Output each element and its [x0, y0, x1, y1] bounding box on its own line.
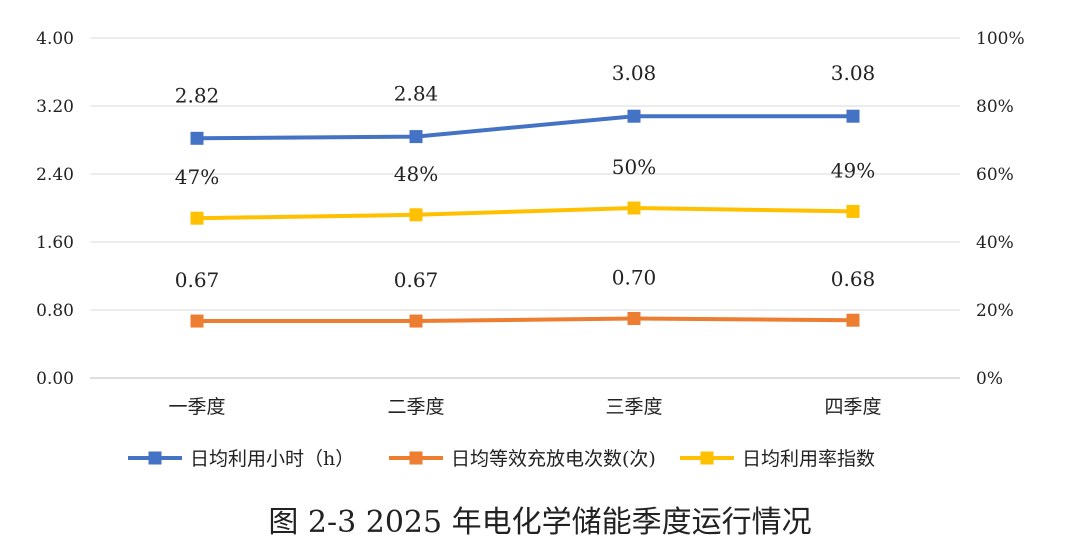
- right-tick-label: 20%: [976, 301, 1014, 321]
- data-label: 0.67: [175, 268, 220, 292]
- data-label: 2.82: [175, 83, 220, 107]
- left-tick-label: 0.00: [36, 369, 74, 389]
- legend-marker: [409, 451, 423, 465]
- legend-label: 日均等效充放电次数(次): [451, 448, 656, 470]
- data-point: [409, 314, 423, 328]
- data-point: [190, 131, 204, 145]
- right-tick-label: 60%: [976, 165, 1014, 185]
- legend-marker: [148, 451, 162, 465]
- data-label: 50%: [612, 155, 656, 179]
- data-point: [627, 201, 641, 215]
- data-point: [846, 313, 860, 327]
- series-line: [196, 206, 854, 221]
- data-point: [190, 211, 204, 225]
- data-label: 0.67: [394, 268, 439, 292]
- left-tick-label: 3.20: [36, 97, 74, 117]
- data-point: [846, 109, 860, 123]
- figure-caption: 图 2-3 2025 年电化学储能季度运行情况: [268, 505, 811, 540]
- gridlines: [90, 37, 960, 379]
- data-point: [409, 130, 423, 144]
- left-tick-label: 0.80: [36, 301, 74, 321]
- data-label: 49%: [831, 158, 875, 182]
- right-tick-label: 100%: [976, 29, 1025, 49]
- data-point: [190, 314, 204, 328]
- data-point: [627, 312, 641, 325]
- series-layer: 2.82 2.84 3.08 3.08 0.67 0.67 0.70 0.68 47% 48% 50…: [175, 61, 876, 328]
- left-tick-label: 2.40: [36, 165, 74, 185]
- series-line: [197, 316, 854, 324]
- data-label: 3.08: [612, 61, 657, 85]
- legend-label: 日均利用率指数: [742, 448, 875, 470]
- data-point: [846, 204, 860, 218]
- legend: 日均利用小时（h） 日均等效充放电次数(次) 日均利用率指数: [128, 448, 875, 470]
- left-tick-label: 4.00: [36, 29, 74, 49]
- category-label: 一季度: [168, 396, 225, 418]
- left-axis: 0.00 0.80 1.60 2.40 3.20 4.00: [36, 29, 74, 389]
- category-label: 四季度: [824, 396, 881, 418]
- left-tick-label: 1.60: [36, 233, 74, 253]
- data-label: 0.70: [612, 266, 657, 290]
- data-label: 47%: [175, 165, 219, 189]
- category-label: 三季度: [605, 396, 662, 418]
- right-tick-label: 80%: [976, 97, 1014, 117]
- data-point: [627, 109, 641, 123]
- data-point: [409, 208, 423, 222]
- series-line: [196, 114, 853, 141]
- data-label: 3.08: [831, 61, 876, 85]
- data-label: 2.84: [394, 82, 439, 106]
- right-tick-label: 40%: [976, 233, 1014, 253]
- legend-marker: [700, 451, 714, 465]
- data-label: 48%: [394, 162, 438, 186]
- category-label: 二季度: [387, 396, 444, 418]
- category-axis: 一季度 二季度 三季度 四季度: [168, 396, 881, 418]
- data-label: 0.68: [831, 267, 876, 291]
- right-axis: 0% 20% 40% 60% 80% 100%: [976, 29, 1025, 389]
- right-tick-label: 0%: [976, 369, 1003, 389]
- legend-label: 日均利用小时（h）: [190, 448, 354, 470]
